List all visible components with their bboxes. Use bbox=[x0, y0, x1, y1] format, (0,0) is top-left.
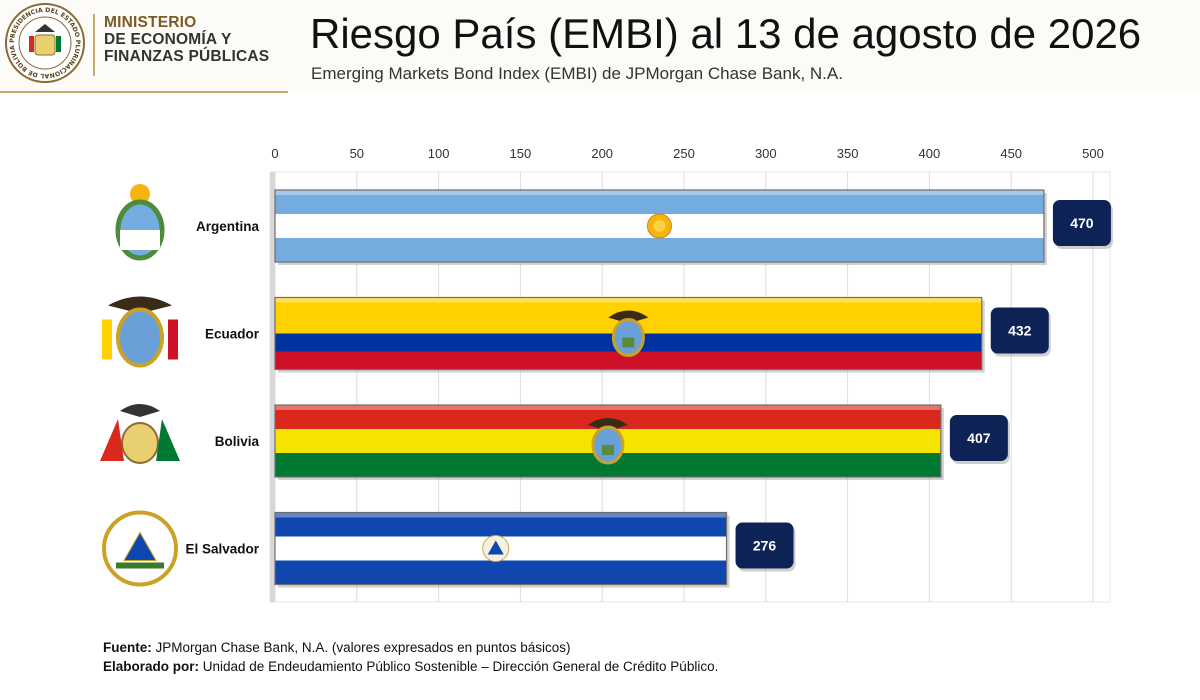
ministry-divider bbox=[93, 14, 95, 76]
bar-stripe-0 bbox=[275, 190, 1044, 215]
coat-of-arms-argentina-icon bbox=[115, 184, 165, 261]
bar-emblem-icon bbox=[608, 310, 649, 357]
x-tick-label-50: 50 bbox=[350, 146, 364, 161]
x-tick-label-300: 300 bbox=[755, 146, 777, 161]
ministry-line-2: DE ECONOMÍA Y bbox=[104, 31, 232, 48]
bar-stripe-0 bbox=[275, 297, 982, 316]
bar-highlight bbox=[275, 190, 1044, 195]
footer-source-text: JPMorgan Chase Bank, N.A. (valores expre… bbox=[151, 640, 571, 655]
bar-bolivia: 407 Bolivia bbox=[100, 404, 1010, 480]
x-tick-label-0: 0 bbox=[271, 146, 278, 161]
x-tick-label-500: 500 bbox=[1082, 146, 1104, 161]
bar-emblem-icon bbox=[646, 213, 672, 239]
value-label: 407 bbox=[967, 430, 991, 446]
bar-border bbox=[274, 189, 1045, 263]
footer-author-text: Unidad de Endeudamiento Público Sostenib… bbox=[199, 659, 719, 674]
page-subtitle: Emerging Markets Bond Index (EMBI) de JP… bbox=[311, 64, 843, 83]
bar-emblem-icon bbox=[587, 418, 628, 465]
header-band bbox=[0, 0, 1200, 92]
x-tick-label-100: 100 bbox=[428, 146, 450, 161]
bar-emblem-icon bbox=[482, 535, 510, 562]
value-label-box bbox=[949, 415, 1008, 461]
bolivia-seal-icon: PRESIDENCIA DEL ESTADO PLURINACIONAL DE … bbox=[5, 3, 85, 83]
category-label: El Salvador bbox=[185, 542, 259, 557]
value-label: 432 bbox=[1008, 323, 1032, 339]
x-tick-label-150: 150 bbox=[510, 146, 532, 161]
category-label: Ecuador bbox=[205, 327, 260, 342]
header-underline bbox=[0, 91, 288, 93]
coat-of-arms-ecuador-icon bbox=[102, 296, 178, 368]
bar-stripe-2 bbox=[275, 560, 727, 585]
value-label-box bbox=[735, 522, 794, 569]
page-title: Riesgo País (EMBI) al 13 de agosto de 20… bbox=[310, 10, 1142, 57]
coat-of-arms-el-salvador-icon bbox=[102, 510, 178, 587]
footer-author: Elaborado por: Unidad de Endeudamiento P… bbox=[103, 657, 718, 676]
value-label: 470 bbox=[1070, 215, 1094, 231]
bar-stripe-0 bbox=[275, 512, 727, 537]
y-axis-bar bbox=[270, 172, 275, 602]
bar-highlight bbox=[275, 405, 941, 410]
bar-highlight bbox=[275, 512, 727, 518]
footer-author-label: Elaborado por: bbox=[103, 659, 200, 674]
bar-stripe-2 bbox=[275, 238, 1044, 263]
footer: Fuente: JPMorgan Chase Bank, N.A. (valor… bbox=[103, 638, 718, 676]
bar-stripe-3 bbox=[275, 351, 982, 370]
footer-source-label: Fuente: bbox=[103, 640, 152, 655]
x-tick-label-200: 200 bbox=[591, 146, 613, 161]
ministry-name: MINISTERIO DE ECONOMÍA Y FINANZAS PÚBLIC… bbox=[104, 14, 269, 65]
footer-source: Fuente: JPMorgan Chase Bank, N.A. (valor… bbox=[103, 638, 718, 657]
bar-argentina: 470 Argentina bbox=[115, 184, 1113, 265]
x-tick-label-400: 400 bbox=[919, 146, 941, 161]
bar-highlight bbox=[275, 297, 982, 303]
ministry-line-1: MINISTERIO bbox=[104, 14, 197, 31]
bar-ecuador: 432 Ecuador bbox=[102, 296, 1051, 373]
value-label-box bbox=[990, 307, 1049, 354]
category-label: Argentina bbox=[196, 219, 259, 234]
coat-of-arms-bolivia-icon bbox=[100, 404, 180, 464]
x-tick-label-450: 450 bbox=[1000, 146, 1022, 161]
ministry-line-3: FINANZAS PÚBLICAS bbox=[104, 48, 270, 65]
category-label: Bolivia bbox=[215, 434, 260, 449]
x-tick-label-250: 250 bbox=[673, 146, 695, 161]
value-label-box bbox=[1052, 200, 1111, 246]
bar-border bbox=[274, 511, 728, 586]
value-label: 276 bbox=[753, 538, 777, 554]
x-tick-label-350: 350 bbox=[837, 146, 859, 161]
bar-el-salvador: 276 El Salvador bbox=[102, 510, 796, 588]
embi-bar-chart: 0 50 100 150 200 250 300 350 400 450 500 470 Argenti… bbox=[100, 146, 1113, 603]
bar-border bbox=[274, 404, 942, 478]
bar-border bbox=[274, 296, 983, 371]
